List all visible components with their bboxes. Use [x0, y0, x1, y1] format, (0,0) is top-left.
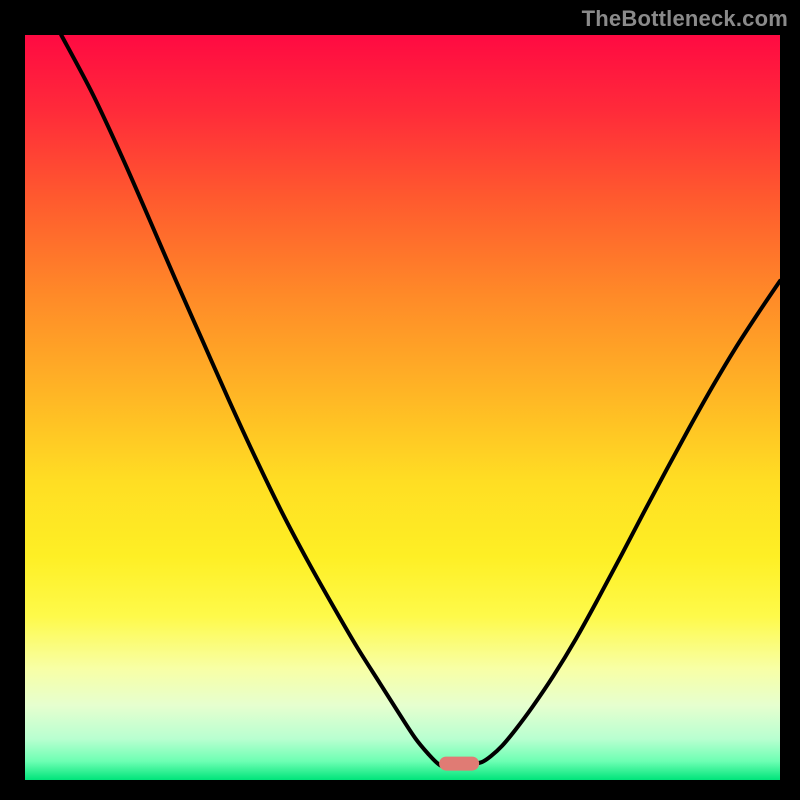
optimal-marker [439, 757, 479, 771]
watermark-text: TheBottleneck.com [582, 6, 788, 32]
gradient-background [25, 35, 780, 780]
bottleneck-chart [0, 0, 800, 800]
chart-canvas: TheBottleneck.com [0, 0, 800, 800]
